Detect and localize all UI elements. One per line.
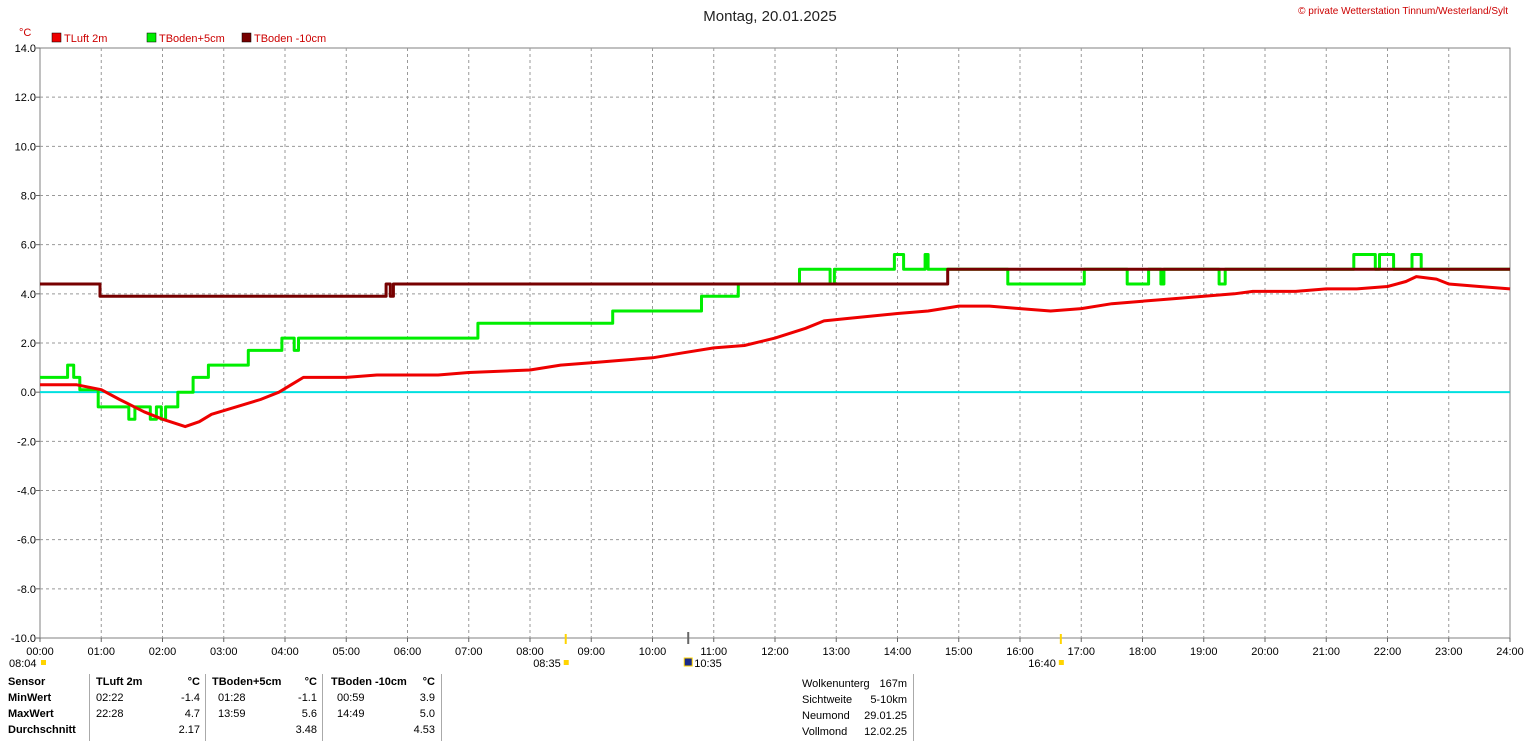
stats-min-value: -1.4 xyxy=(181,692,200,704)
stats-table: Sensor MinWert MaxWert Durchschnitt TLuf… xyxy=(0,674,450,741)
sunset-icon xyxy=(1058,660,1064,665)
stats-avg-value: 4.53 xyxy=(413,724,435,736)
info-value: 12.02.25 xyxy=(864,726,907,738)
sunrise-time: 08:35 xyxy=(533,658,561,670)
info-label: Wolkenunterg xyxy=(802,678,870,690)
moonrise-time: 08:04 xyxy=(9,658,37,670)
stats-max-time: 22:28 xyxy=(96,708,124,720)
x-tick-label: 07:00 xyxy=(455,646,483,658)
stats-unit: °C xyxy=(422,676,435,688)
x-tick-label: 01:00 xyxy=(87,646,115,658)
stats-max-time: 14:49 xyxy=(337,708,365,720)
x-tick-label: 20:00 xyxy=(1251,646,1279,658)
y-tick-label: 8.0 xyxy=(21,191,36,203)
stats-max-value: 5.0 xyxy=(419,708,435,720)
x-tick-label: 08:00 xyxy=(516,646,544,658)
x-tick-label: 04:00 xyxy=(271,646,299,658)
x-tick-label: 06:00 xyxy=(394,646,422,658)
stats-avg-value: 2.17 xyxy=(178,724,200,736)
legend-label: TLuft 2m xyxy=(64,33,107,45)
y-tick-label: 6.0 xyxy=(21,240,36,252)
stats-sensor-name: TLuft 2m xyxy=(96,676,143,688)
stats-min-time: 01:28 xyxy=(218,692,246,704)
y-tick-label: 14.0 xyxy=(15,43,36,55)
info-label: Sichtweite xyxy=(802,694,853,706)
stats-min-time: 02:22 xyxy=(96,692,124,704)
legend-label: TBoden -10cm xyxy=(254,33,326,45)
stats-avg-value: 3.48 xyxy=(295,724,317,736)
stats-unit: °C xyxy=(187,676,200,688)
info-label: Neumond xyxy=(802,710,850,722)
copyright-text: © private Wetterstation Tinnum/Westerlan… xyxy=(1298,6,1508,17)
y-tick-label: 4.0 xyxy=(21,289,36,301)
y-tick-label: -4.0 xyxy=(17,486,36,498)
x-tick-label: 22:00 xyxy=(1374,646,1402,658)
x-tick-label: 24:00 xyxy=(1496,646,1524,658)
sunrise-icon xyxy=(563,660,569,665)
sunset-time: 16:40 xyxy=(1028,658,1056,670)
moon-icon xyxy=(683,657,693,667)
stats-header-sensor: Sensor xyxy=(8,676,46,688)
moon-time: 10:35 xyxy=(694,658,722,670)
x-tick-label: 09:00 xyxy=(577,646,605,658)
stats-sensor-name: TBoden+5cm xyxy=(212,676,282,688)
stats-min-value: -1.1 xyxy=(298,692,317,704)
x-tick-label: 19:00 xyxy=(1190,646,1218,658)
stats-row-avg: Durchschnitt xyxy=(8,724,76,736)
stats-sensor-name: TBoden -10cm xyxy=(331,676,407,688)
stats-max-value: 5.6 xyxy=(301,708,317,720)
info-label: Vollmond xyxy=(802,726,848,738)
y-tick-label: -6.0 xyxy=(17,535,36,547)
y-tick-label: 12.0 xyxy=(15,92,36,104)
info-value: 29.01.25 xyxy=(864,710,907,722)
x-tick-label: 17:00 xyxy=(1067,646,1095,658)
x-tick-label: 10:00 xyxy=(639,646,667,658)
stats-unit: °C xyxy=(304,676,317,688)
y-tick-label: -10.0 xyxy=(11,633,36,645)
legend-swatch xyxy=(51,32,62,43)
x-tick-label: 11:00 xyxy=(700,646,727,658)
series-line-0 xyxy=(40,275,1511,429)
x-tick-label: 13:00 xyxy=(822,646,850,658)
y-tick-label: -8.0 xyxy=(17,584,36,596)
info-block: Wolkenunterg 167m Sichtweite 5-10km Neum… xyxy=(795,674,920,741)
x-tick-label: 14:00 xyxy=(884,646,912,658)
legend-label: TBoden+5cm xyxy=(159,33,225,45)
x-tick-label: 03:00 xyxy=(210,646,238,658)
y-tick-label: -2.0 xyxy=(17,436,36,448)
x-tick-label: 12:00 xyxy=(761,646,789,658)
x-tick-label: 15:00 xyxy=(945,646,973,658)
y-tick-label: 10.0 xyxy=(15,141,36,153)
x-tick-label: 16:00 xyxy=(1006,646,1034,658)
stats-min-time: 00:59 xyxy=(337,692,365,704)
x-tick-label: 23:00 xyxy=(1435,646,1463,658)
legend-swatch xyxy=(241,32,252,43)
stats-row-min: MinWert xyxy=(8,692,52,704)
x-tick-label: 18:00 xyxy=(1129,646,1157,658)
info-value: 5-10km xyxy=(870,694,907,706)
stats-row-max: MaxWert xyxy=(8,708,54,720)
info-value: 167m xyxy=(879,678,907,690)
x-tick-label: 21:00 xyxy=(1312,646,1340,658)
stats-min-value: 3.9 xyxy=(419,692,435,704)
y-tick-label: 2.0 xyxy=(21,338,36,350)
series-line-2 xyxy=(40,267,1510,298)
y-tick-label: 0.0 xyxy=(21,387,36,399)
chart-title: Montag, 20.01.2025 xyxy=(703,8,836,25)
x-tick-label: 02:00 xyxy=(149,646,177,658)
y-axis-unit: °C xyxy=(19,27,31,39)
x-tick-label: 05:00 xyxy=(332,646,360,658)
stats-max-time: 13:59 xyxy=(218,708,246,720)
stats-max-value: 4.7 xyxy=(184,708,200,720)
legend-swatch xyxy=(146,32,157,43)
moonrise-icon xyxy=(41,660,46,665)
x-tick-label: 00:00 xyxy=(26,646,54,658)
